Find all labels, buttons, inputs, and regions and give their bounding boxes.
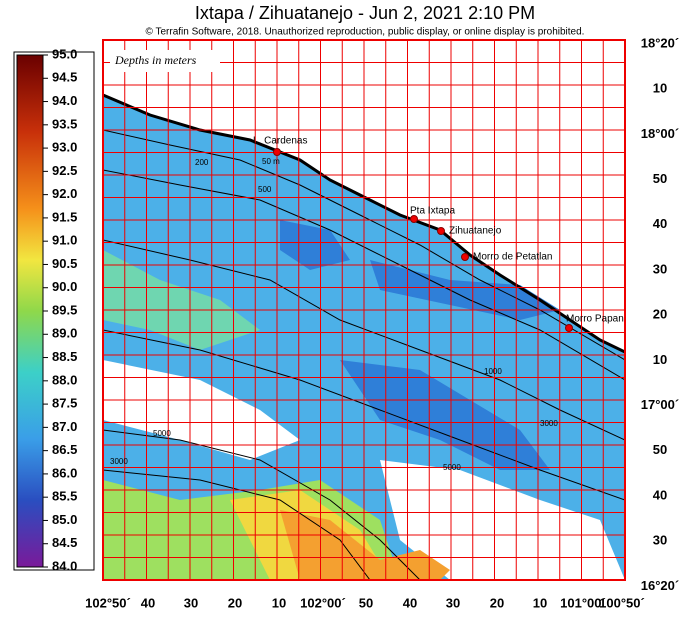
contour-label: 200 xyxy=(195,158,209,167)
colorbar-label: 88.0 xyxy=(52,372,77,387)
lat-label: 10 xyxy=(653,352,667,367)
lon-label: 10 xyxy=(533,595,547,610)
lat-label: 30 xyxy=(653,533,667,548)
lon-label: 102°00´ xyxy=(300,595,346,610)
colorbar-label: 88.5 xyxy=(52,349,77,364)
note-box xyxy=(110,50,220,72)
colorbar-label: 91.5 xyxy=(52,209,77,224)
colorbar xyxy=(16,54,44,568)
colorbar-label: 94.0 xyxy=(52,93,77,108)
lat-label: 50 xyxy=(653,442,667,457)
title: Ixtapa / Zihuatanejo - Jun 2, 2021 2:10 … xyxy=(195,3,535,23)
contour-label: 5000 xyxy=(153,429,171,438)
sea-blank xyxy=(103,360,300,460)
colorbar-label: 87.5 xyxy=(52,396,77,411)
colorbar-label: 90.0 xyxy=(52,279,77,294)
colorbar-label: 89.5 xyxy=(52,302,77,317)
place-dot xyxy=(461,253,469,261)
lat-label: 20 xyxy=(653,307,667,322)
sea-blue xyxy=(340,360,550,470)
place-dot xyxy=(410,215,418,223)
place-label: Morro de Petatlan xyxy=(473,252,553,263)
lat-label: 17°00´ xyxy=(641,397,679,412)
sea-blue xyxy=(370,260,560,320)
colorbar-label: 94.5 xyxy=(52,70,77,85)
depth-note: Depths in meters xyxy=(114,53,197,67)
place-dot xyxy=(565,324,573,332)
colorbar-label: 92.0 xyxy=(52,186,77,201)
contour-label: 50 m xyxy=(262,157,280,166)
lon-label: 20 xyxy=(228,595,242,610)
contour-label: 5000 xyxy=(443,463,461,472)
sea-warm xyxy=(103,250,260,350)
contour-label: 1000 xyxy=(484,367,502,376)
place-label: Pta Ixtapa xyxy=(410,206,455,217)
place-label: L. Cardenas xyxy=(253,136,307,147)
lon-label: 50 xyxy=(359,595,373,610)
lon-label: 100°50´ xyxy=(599,595,645,610)
colorbar-label: 90.5 xyxy=(52,256,77,271)
colorbar-label: 86.5 xyxy=(52,442,77,457)
colorbar-label: 84.0 xyxy=(52,558,77,573)
lon-label: 102°50´ xyxy=(85,595,131,610)
lat-label: 30 xyxy=(653,261,667,276)
colorbar-label: 87.0 xyxy=(52,419,77,434)
lon-label: 30 xyxy=(446,595,460,610)
map-frame xyxy=(102,39,626,581)
lat-label: 40 xyxy=(653,216,667,231)
copyright: © Terrafin Software, 2018. Unauthorized … xyxy=(146,27,585,38)
contour-label: 3000 xyxy=(540,419,558,428)
contours xyxy=(103,129,625,580)
place-label: Zihuatanejo xyxy=(449,226,502,237)
grid xyxy=(103,40,625,580)
colorbar-label: 86.0 xyxy=(52,465,77,480)
place-label: Morro Papan xyxy=(566,314,624,325)
colorbar-label: 85.0 xyxy=(52,512,77,527)
lat-label: 18°00´ xyxy=(641,126,679,141)
colorbar-label: 89.0 xyxy=(52,326,77,341)
lon-label: 10 xyxy=(272,595,286,610)
colorbar-label: 85.5 xyxy=(52,489,77,504)
contour-label: 500 xyxy=(258,185,272,194)
lat-label: 50 xyxy=(653,171,667,186)
lat-label: 10 xyxy=(653,81,667,96)
place-dot xyxy=(273,148,281,156)
colorbar-label: 91.0 xyxy=(52,233,77,248)
lon-label: 40 xyxy=(403,595,417,610)
colorbar-label: 92.5 xyxy=(52,163,77,178)
lat-label: 40 xyxy=(653,487,667,502)
colorbar-label: 84.5 xyxy=(52,535,77,550)
lon-label: 30 xyxy=(184,595,198,610)
contour-label: 3000 xyxy=(110,457,128,466)
lon-label: 40 xyxy=(141,595,155,610)
colorbar-label: 93.0 xyxy=(52,140,77,155)
lon-label: 101°00´ xyxy=(560,595,606,610)
lon-label: 20 xyxy=(490,595,504,610)
lat-label: 16°20´ xyxy=(641,578,679,593)
sea-blue xyxy=(280,220,350,270)
place-dot xyxy=(437,227,445,235)
lat-label: 18°20´ xyxy=(641,35,679,50)
colorbar-label: 95.0 xyxy=(52,46,77,61)
colorbar-label: 93.5 xyxy=(52,116,77,131)
